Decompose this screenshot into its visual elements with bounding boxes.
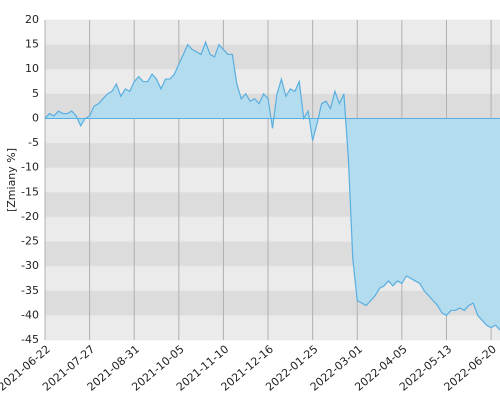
grid-band	[45, 315, 500, 340]
y-tick-label: -45	[21, 333, 39, 346]
y-tick-label: -25	[21, 235, 39, 248]
y-tick-label: -40	[21, 308, 39, 321]
grid-band	[45, 69, 500, 94]
y-tick-label: -30	[21, 259, 39, 272]
y-tick-label: 5	[32, 87, 39, 100]
y-tick-label: 10	[25, 62, 39, 75]
y-tick-label: 20	[25, 13, 39, 26]
grid-band	[45, 44, 500, 70]
y-axis-label: [Zmiany %]	[5, 148, 18, 212]
y-tick-label: -35	[21, 284, 39, 297]
y-tick-label: 15	[25, 38, 39, 51]
plot-background	[45, 20, 500, 340]
grid-band	[45, 20, 500, 45]
y-tick-label: -15	[21, 185, 39, 198]
y-tick-label: -20	[21, 210, 39, 223]
line	[44, 40, 500, 331]
area-fill	[45, 42, 500, 331]
grid-band	[45, 290, 500, 316]
y-tick-label: 0	[32, 111, 39, 124]
y-tick-label: -10	[21, 161, 39, 174]
y-tick-label: -5	[28, 136, 39, 149]
